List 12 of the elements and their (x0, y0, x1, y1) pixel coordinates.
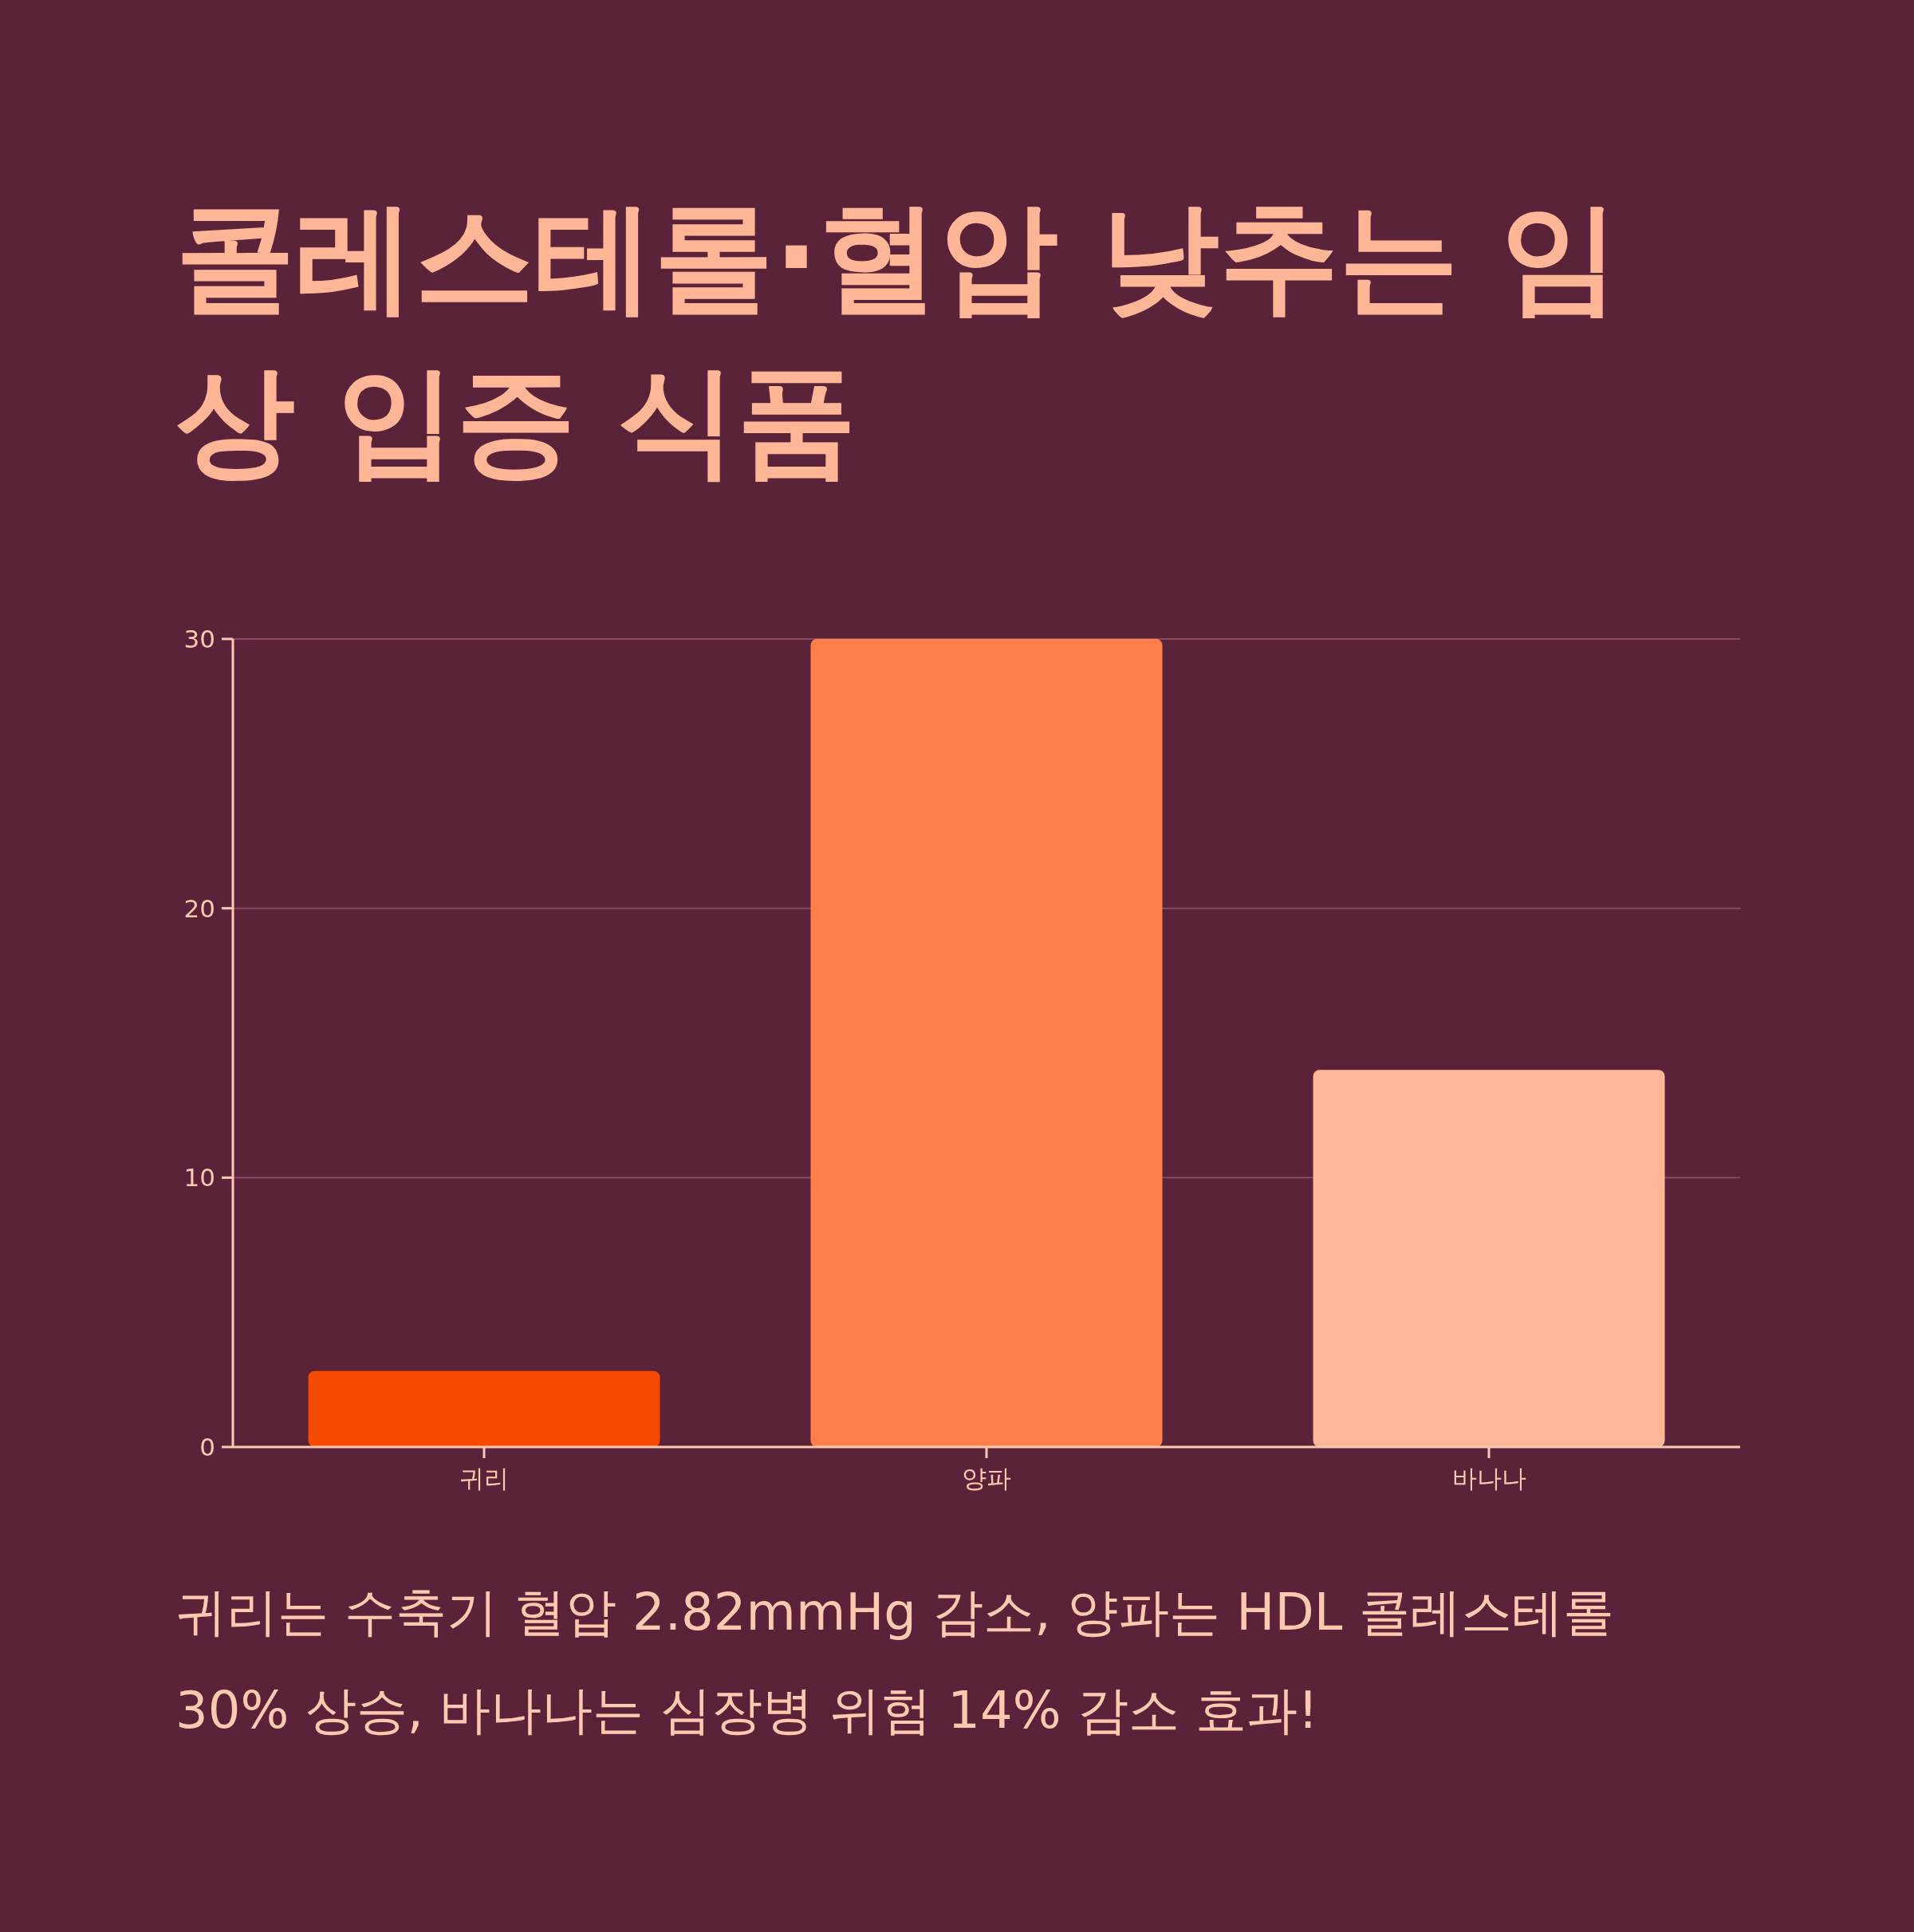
bar (308, 1370, 660, 1447)
y-tick-label: 10 (183, 1163, 215, 1193)
bar (1313, 1070, 1665, 1447)
chart-title: 콜레스테롤·혈압 낮추는 임상 입증 식품 (175, 187, 1621, 491)
bar (810, 639, 1163, 1447)
x-tick-label: 양파 (962, 1464, 1011, 1492)
x-tick-label: 바나나 (1451, 1464, 1526, 1492)
text: 귀리는 수축기 혈압 2.82mmHg 감소, 양파는 HDL 콜레스테롤 30% 상승, 바나나는 심장병 위험 14% 감소 효과! (175, 1582, 1615, 1741)
x-tick-label: 귀리 (459, 1464, 509, 1492)
y-tick-label: 20 (183, 893, 215, 923)
y-tick-label: 30 (183, 625, 215, 653)
y-tick-label: 0 (199, 1433, 215, 1461)
